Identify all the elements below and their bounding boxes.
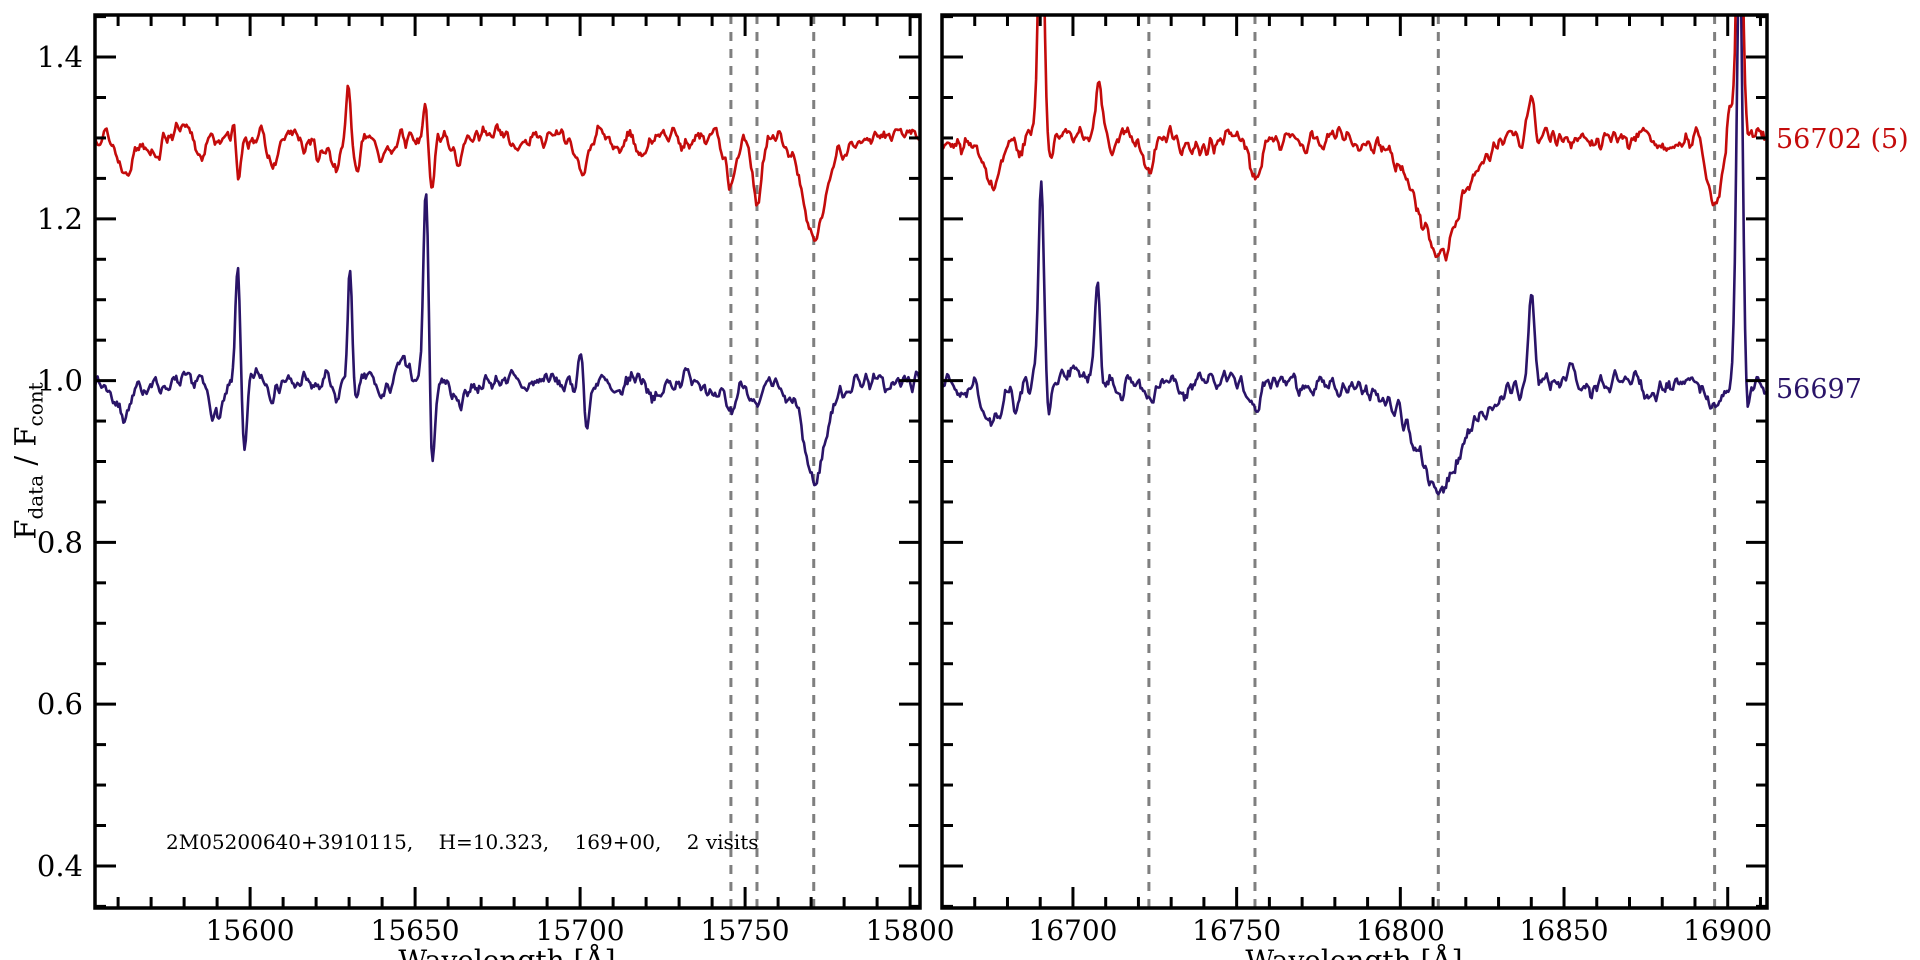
y-tick-label: 1.2: [37, 202, 83, 236]
spectrum-line-567025: [95, 84, 920, 242]
y-tick-label: 1.4: [37, 40, 83, 74]
spectrum-line-567025: [942, 15, 1767, 262]
y-axis-title-text: Fdata / Fcont: [8, 382, 48, 540]
series-label-56697: 56697: [1776, 374, 1862, 405]
x-tick-label: 15800: [866, 914, 955, 947]
y-tick-label: 0.6: [37, 687, 83, 721]
x-tick-label: 16850: [1519, 914, 1608, 947]
y-tick-label: 0.4: [37, 849, 83, 883]
x-tick-label: 16750: [1192, 914, 1281, 947]
series-label-56702: 56702 (5): [1776, 124, 1909, 155]
spectrum-line-56697: [942, 15, 1767, 496]
x-tick-label: 16700: [1028, 914, 1117, 947]
spectrum-line-56697: [95, 193, 920, 487]
y-tick-label: 1.0: [37, 364, 83, 398]
x-tick-label: 16800: [1356, 914, 1445, 947]
x-tick-label: 15700: [536, 914, 625, 947]
y-tick-label: 0.8: [37, 525, 83, 559]
x-tick-label: 15650: [371, 914, 460, 947]
x-tick-label: 15750: [701, 914, 790, 947]
x-axis-title-left: Wavelength [Å]: [398, 944, 615, 960]
panel-frame-right: [940, 13, 1769, 910]
x-axis-title-right: Wavelength [Å]: [1245, 944, 1462, 960]
panel-frame-left: [93, 13, 922, 910]
x-tick-label: 15600: [206, 914, 295, 947]
x-tick-label: 16900: [1683, 914, 1772, 947]
target-annotation: 2M05200640+3910115, H=10.323, 169+00, 2 …: [166, 830, 759, 854]
